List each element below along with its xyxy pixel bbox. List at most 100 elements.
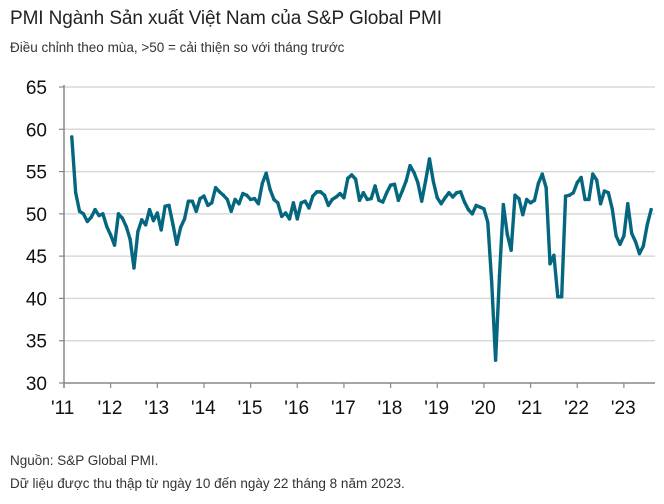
data-point [447,191,451,195]
data-point [622,234,626,238]
data-point [112,243,117,247]
x-tick-label: '23 [611,398,636,419]
data-point [303,199,307,203]
data-point [381,200,385,204]
x-tick-label: '20 [471,398,496,419]
data-point [182,217,187,221]
data-point [221,193,226,197]
x-tick-label: '12 [98,398,123,419]
data-point [225,197,229,202]
data-point [213,185,218,190]
data-point [478,205,482,209]
y-tick-label: 30 [26,374,47,395]
data-point [206,203,210,208]
data-point [563,194,568,198]
data-point [501,202,506,207]
data-point [548,262,552,266]
data-point [641,244,646,248]
data-point [105,224,109,229]
data-point [190,199,195,203]
data-point [517,196,521,201]
data-point [315,190,319,194]
x-tick-label: '14 [191,398,216,419]
data-point [567,193,572,197]
y-tick-labels: 30 35 40 45 50 55 60 65 [26,78,47,395]
y-tick-label: 45 [26,247,47,268]
data-point [194,209,198,214]
data-point [594,178,599,182]
data-point [373,184,377,188]
data-point [629,231,634,236]
data-point [186,199,191,203]
data-point [552,253,556,257]
data-point [645,223,649,227]
data-point [490,280,494,285]
data-point [493,358,498,362]
data-point [291,201,296,205]
data-point [151,218,156,223]
data-point [583,197,587,202]
y-tick-label: 40 [26,289,47,310]
data-point [108,233,113,237]
data-point [458,190,463,194]
data-point [101,212,105,216]
gridlines [64,86,655,342]
data-point [147,207,152,212]
data-point [443,196,447,200]
data-point [579,175,583,180]
axes [59,85,655,388]
data-point [311,194,315,198]
data-point [633,240,638,244]
data-point [299,201,303,205]
data-point [171,222,175,226]
data-point [357,198,362,203]
data-point [342,196,346,200]
data-point [559,295,564,299]
data-point [431,180,436,184]
data-point [571,191,576,195]
data-point [412,170,416,175]
data-point [528,201,533,205]
data-point [283,211,288,215]
series-layer [70,135,653,362]
data-point [73,191,78,195]
data-point [350,173,354,177]
data-point [326,203,331,208]
data-point [610,207,614,211]
data-point [163,204,167,208]
data-point [602,189,607,193]
y-tick-label: 60 [26,120,47,141]
data-point [128,237,132,241]
data-point [509,248,513,252]
data-point [439,202,443,206]
data-point [392,182,397,186]
data-point [455,191,459,195]
data-point [420,199,424,203]
data-point [202,194,206,198]
data-point [385,191,389,195]
data-point [361,191,366,195]
data-point [322,193,327,197]
data-point [482,207,486,211]
x-tick-label: '22 [564,398,589,419]
data-point [575,180,579,185]
data-point [396,198,401,203]
data-point [521,213,525,217]
data-point [264,171,268,175]
data-point [423,179,428,183]
data-point [591,172,595,176]
data-point [513,193,517,197]
data-point [377,198,381,203]
data-point [229,209,233,214]
data-point [400,189,404,193]
data-point [81,212,86,216]
data-point [248,197,253,202]
data-point [470,212,474,216]
data-point [338,191,342,196]
data-point [140,218,144,222]
data-point [404,179,408,183]
data-point [486,220,490,225]
data-point [132,266,136,270]
data-point [416,180,420,185]
